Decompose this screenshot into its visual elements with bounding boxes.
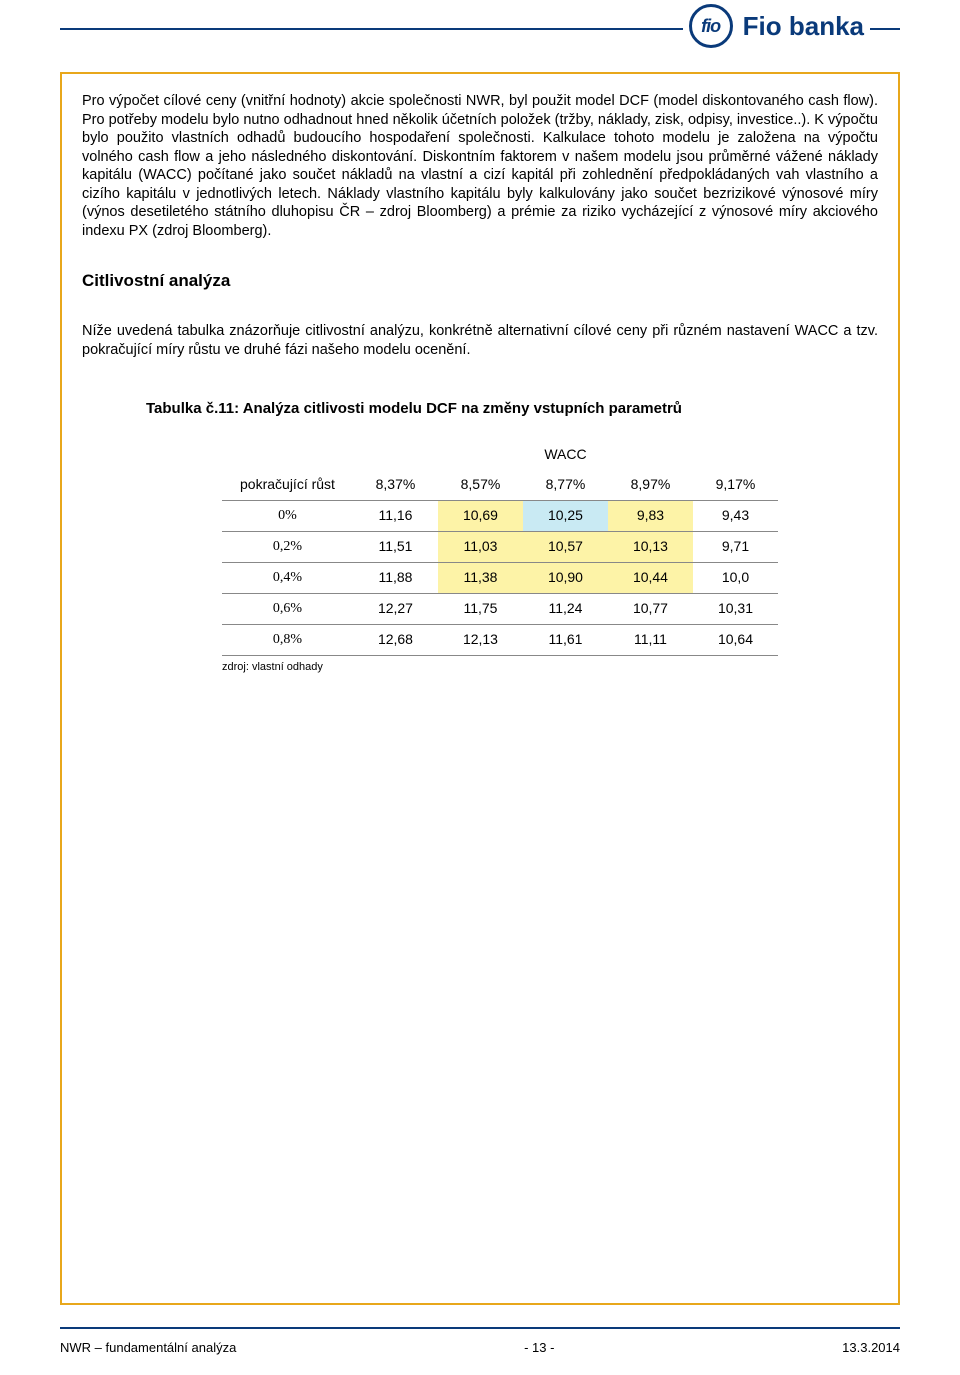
- cell: 11,75: [438, 593, 523, 624]
- cell: 9,83: [608, 501, 693, 532]
- cell: 11,11: [608, 624, 693, 655]
- sensitivity-table-wrap: WACC pokračující růst 8,37% 8,57% 8,77% …: [222, 440, 778, 655]
- cell: 10,64: [693, 624, 778, 655]
- cell: 9,71: [693, 532, 778, 563]
- table-source: zdroj: vlastní odhady: [222, 660, 878, 674]
- cell: 10,90: [523, 563, 608, 594]
- footer-left: NWR – fundamentální analýza: [60, 1340, 236, 1355]
- cell: 10,31: [693, 593, 778, 624]
- cell: 11,24: [523, 593, 608, 624]
- cell: 12,13: [438, 624, 523, 655]
- cell: 11,51: [353, 532, 438, 563]
- footer-right: 13.3.2014: [842, 1340, 900, 1355]
- cell: 10,57: [523, 532, 608, 563]
- table-header-group: WACC: [222, 440, 778, 470]
- row-label: 0,8%: [222, 624, 353, 655]
- footer-center: - 13 -: [524, 1340, 554, 1355]
- row-label: 0,4%: [222, 563, 353, 594]
- fio-logo-icon: fio: [689, 4, 733, 48]
- cell: 11,88: [353, 563, 438, 594]
- footer-rule: [60, 1327, 900, 1329]
- row-label: 0,6%: [222, 593, 353, 624]
- table-title: Tabulka č.11: Analýza citlivosti modelu …: [146, 399, 878, 418]
- blank-cell: [222, 440, 353, 470]
- paragraph-1: Pro výpočet cílové ceny (vnitřní hodnoty…: [82, 92, 878, 240]
- cell: 10,44: [608, 563, 693, 594]
- col-h-4: 9,17%: [693, 470, 778, 500]
- cell: 9,43: [693, 501, 778, 532]
- section-heading: Citlivostní analýza: [82, 270, 878, 292]
- sensitivity-table: WACC pokračující růst 8,37% 8,57% 8,77% …: [222, 440, 778, 655]
- content-area: Pro výpočet cílové ceny (vnitřní hodnoty…: [82, 92, 878, 674]
- page-footer: NWR – fundamentální analýza - 13 - 13.3.…: [60, 1340, 900, 1355]
- col-h-2: 8,77%: [523, 470, 608, 500]
- table-row: 0,2%11,5111,0310,5710,139,71: [222, 532, 778, 563]
- wacc-group-label: WACC: [353, 440, 778, 470]
- cell: 12,68: [353, 624, 438, 655]
- table-row: 0,6%12,2711,7511,2410,7710,31: [222, 593, 778, 624]
- brand-logo: fio Fio banka: [683, 4, 870, 48]
- cell: 10,69: [438, 501, 523, 532]
- logo-text: Fio banka: [743, 11, 864, 42]
- table-row: 0,8%12,6812,1311,6111,1110,64: [222, 624, 778, 655]
- paragraph-2: Níže uvedená tabulka znázorňuje citlivos…: [82, 322, 878, 359]
- cell: 11,03: [438, 532, 523, 563]
- cell: 10,0: [693, 563, 778, 594]
- col-h-0: 8,37%: [353, 470, 438, 500]
- table-row: 0,4%11,8811,3810,9010,4410,0: [222, 563, 778, 594]
- cell: 11,38: [438, 563, 523, 594]
- col-h-1: 8,57%: [438, 470, 523, 500]
- row-axis-label: pokračující růst: [222, 470, 353, 500]
- row-label: 0%: [222, 501, 353, 532]
- cell: 10,77: [608, 593, 693, 624]
- table-body: 0%11,1610,6910,259,839,430,2%11,5111,031…: [222, 501, 778, 656]
- cell: 10,13: [608, 532, 693, 563]
- row-label: 0,2%: [222, 532, 353, 563]
- cell: 10,25: [523, 501, 608, 532]
- table-header-row: pokračující růst 8,37% 8,57% 8,77% 8,97%…: [222, 470, 778, 500]
- cell: 11,16: [353, 501, 438, 532]
- cell: 12,27: [353, 593, 438, 624]
- logo-inner-text: fio: [701, 16, 720, 37]
- cell: 11,61: [523, 624, 608, 655]
- col-h-3: 8,97%: [608, 470, 693, 500]
- table-row: 0%11,1610,6910,259,839,43: [222, 501, 778, 532]
